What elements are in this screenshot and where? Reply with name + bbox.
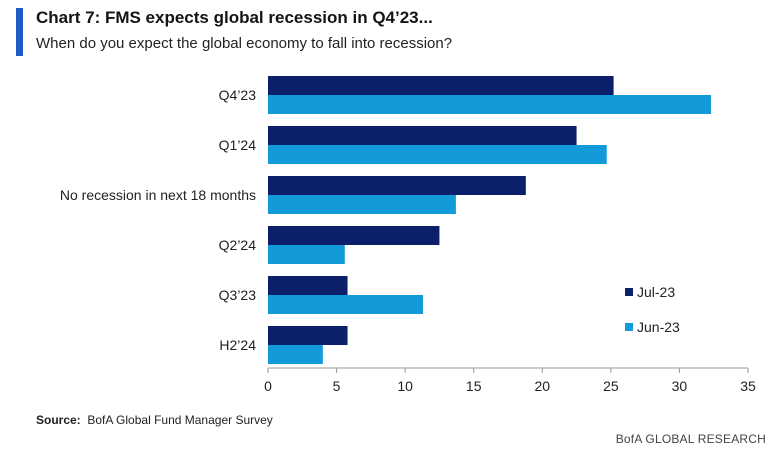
bar-jun-23-1 xyxy=(268,145,607,164)
x-tick-label: 20 xyxy=(534,378,550,394)
category-label: H2’24 xyxy=(219,337,256,353)
bar-jul-23-3 xyxy=(268,226,440,245)
bar-jul-23-0 xyxy=(268,76,614,95)
title-accent-bar xyxy=(16,8,23,56)
chart-subtitle: When do you expect the global economy to… xyxy=(36,35,453,52)
legend-swatch-jun-23 xyxy=(625,323,633,331)
x-tick-label: 15 xyxy=(466,378,482,394)
source-text: BofA Global Fund Manager Survey xyxy=(87,413,273,427)
source-note: Source: BofA Global Fund Manager Survey xyxy=(36,413,273,427)
bar-jul-23-1 xyxy=(268,126,577,145)
bar-jun-23-5 xyxy=(268,345,323,364)
brand-footer: BofA GLOBAL RESEARCH xyxy=(615,432,766,446)
bar-jul-23-5 xyxy=(268,326,348,345)
bar-jul-23-4 xyxy=(268,276,348,295)
legend-label-jul-23: Jul-23 xyxy=(637,284,675,300)
bar-jun-23-2 xyxy=(268,195,456,214)
category-label: Q3’23 xyxy=(219,287,257,303)
bar-jun-23-4 xyxy=(268,295,423,314)
x-tick-label: 0 xyxy=(264,378,272,394)
x-tick-label: 5 xyxy=(333,378,341,394)
bar-jul-23-2 xyxy=(268,176,526,195)
legend-swatch-jul-23 xyxy=(625,288,633,296)
x-tick-label: 25 xyxy=(603,378,619,394)
x-tick-label: 30 xyxy=(672,378,688,394)
x-tick-label: 35 xyxy=(740,378,756,394)
legend-label-jun-23: Jun-23 xyxy=(637,319,680,335)
bar-jun-23-3 xyxy=(268,245,345,264)
category-label: No recession in next 18 months xyxy=(60,187,256,203)
source-label: Source: xyxy=(36,413,81,427)
chart-title: Chart 7: FMS expects global recession in… xyxy=(36,8,433,27)
category-label: Q1’24 xyxy=(219,137,257,153)
x-tick-label: 10 xyxy=(397,378,413,394)
bar-jun-23-0 xyxy=(268,95,711,114)
category-label: Q4’23 xyxy=(219,87,257,103)
category-label: Q2’24 xyxy=(219,237,257,253)
